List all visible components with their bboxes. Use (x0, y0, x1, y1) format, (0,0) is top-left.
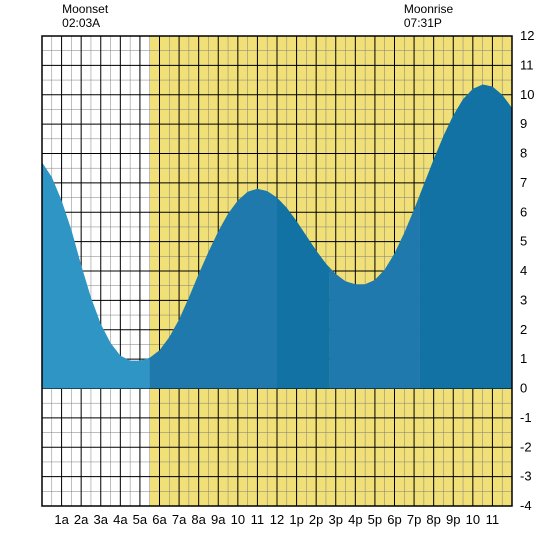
svg-text:-1: -1 (520, 410, 532, 425)
svg-text:4p: 4p (348, 512, 362, 527)
svg-text:9a: 9a (211, 512, 226, 527)
tide-chart: -4-3-2-101234567891011121a2a3a4a5a6a7a8a… (0, 0, 550, 550)
svg-text:5: 5 (520, 234, 527, 249)
moonrise-time: 07:31P (404, 16, 453, 30)
moonrise-title: Moonrise (404, 2, 453, 16)
svg-text:10: 10 (231, 512, 245, 527)
svg-text:12: 12 (520, 28, 534, 43)
svg-text:6: 6 (520, 204, 527, 219)
svg-text:4a: 4a (113, 512, 128, 527)
svg-text:5p: 5p (368, 512, 382, 527)
svg-text:9: 9 (520, 116, 527, 131)
svg-text:8a: 8a (191, 512, 206, 527)
svg-text:9p: 9p (446, 512, 460, 527)
svg-text:7a: 7a (172, 512, 187, 527)
moonset-title: Moonset (62, 2, 108, 16)
svg-text:-4: -4 (520, 498, 532, 513)
svg-text:2: 2 (520, 322, 527, 337)
svg-text:11: 11 (520, 57, 534, 72)
svg-text:11: 11 (486, 512, 500, 527)
svg-text:1a: 1a (54, 512, 69, 527)
svg-text:8: 8 (520, 146, 527, 161)
svg-text:1: 1 (520, 351, 527, 366)
svg-text:3: 3 (520, 292, 527, 307)
svg-text:7: 7 (520, 175, 527, 190)
svg-text:4: 4 (520, 263, 527, 278)
moonrise-label: Moonrise 07:31P (404, 2, 453, 31)
svg-text:2a: 2a (74, 512, 89, 527)
chart-svg: -4-3-2-101234567891011121a2a3a4a5a6a7a8a… (0, 0, 550, 550)
svg-text:-2: -2 (520, 439, 532, 454)
svg-text:2p: 2p (309, 512, 323, 527)
svg-text:-3: -3 (520, 469, 532, 484)
svg-text:3a: 3a (94, 512, 109, 527)
svg-text:6a: 6a (152, 512, 167, 527)
svg-text:1p: 1p (289, 512, 303, 527)
svg-text:10: 10 (520, 87, 534, 102)
svg-text:12: 12 (270, 512, 284, 527)
svg-text:0: 0 (520, 381, 527, 396)
svg-text:10: 10 (466, 512, 480, 527)
svg-text:6p: 6p (387, 512, 401, 527)
svg-text:5a: 5a (133, 512, 148, 527)
svg-text:8p: 8p (426, 512, 440, 527)
svg-text:3p: 3p (329, 512, 343, 527)
moonset-time: 02:03A (62, 16, 108, 30)
moonset-label: Moonset 02:03A (62, 2, 108, 31)
svg-text:7p: 7p (407, 512, 421, 527)
svg-text:11: 11 (251, 512, 265, 527)
